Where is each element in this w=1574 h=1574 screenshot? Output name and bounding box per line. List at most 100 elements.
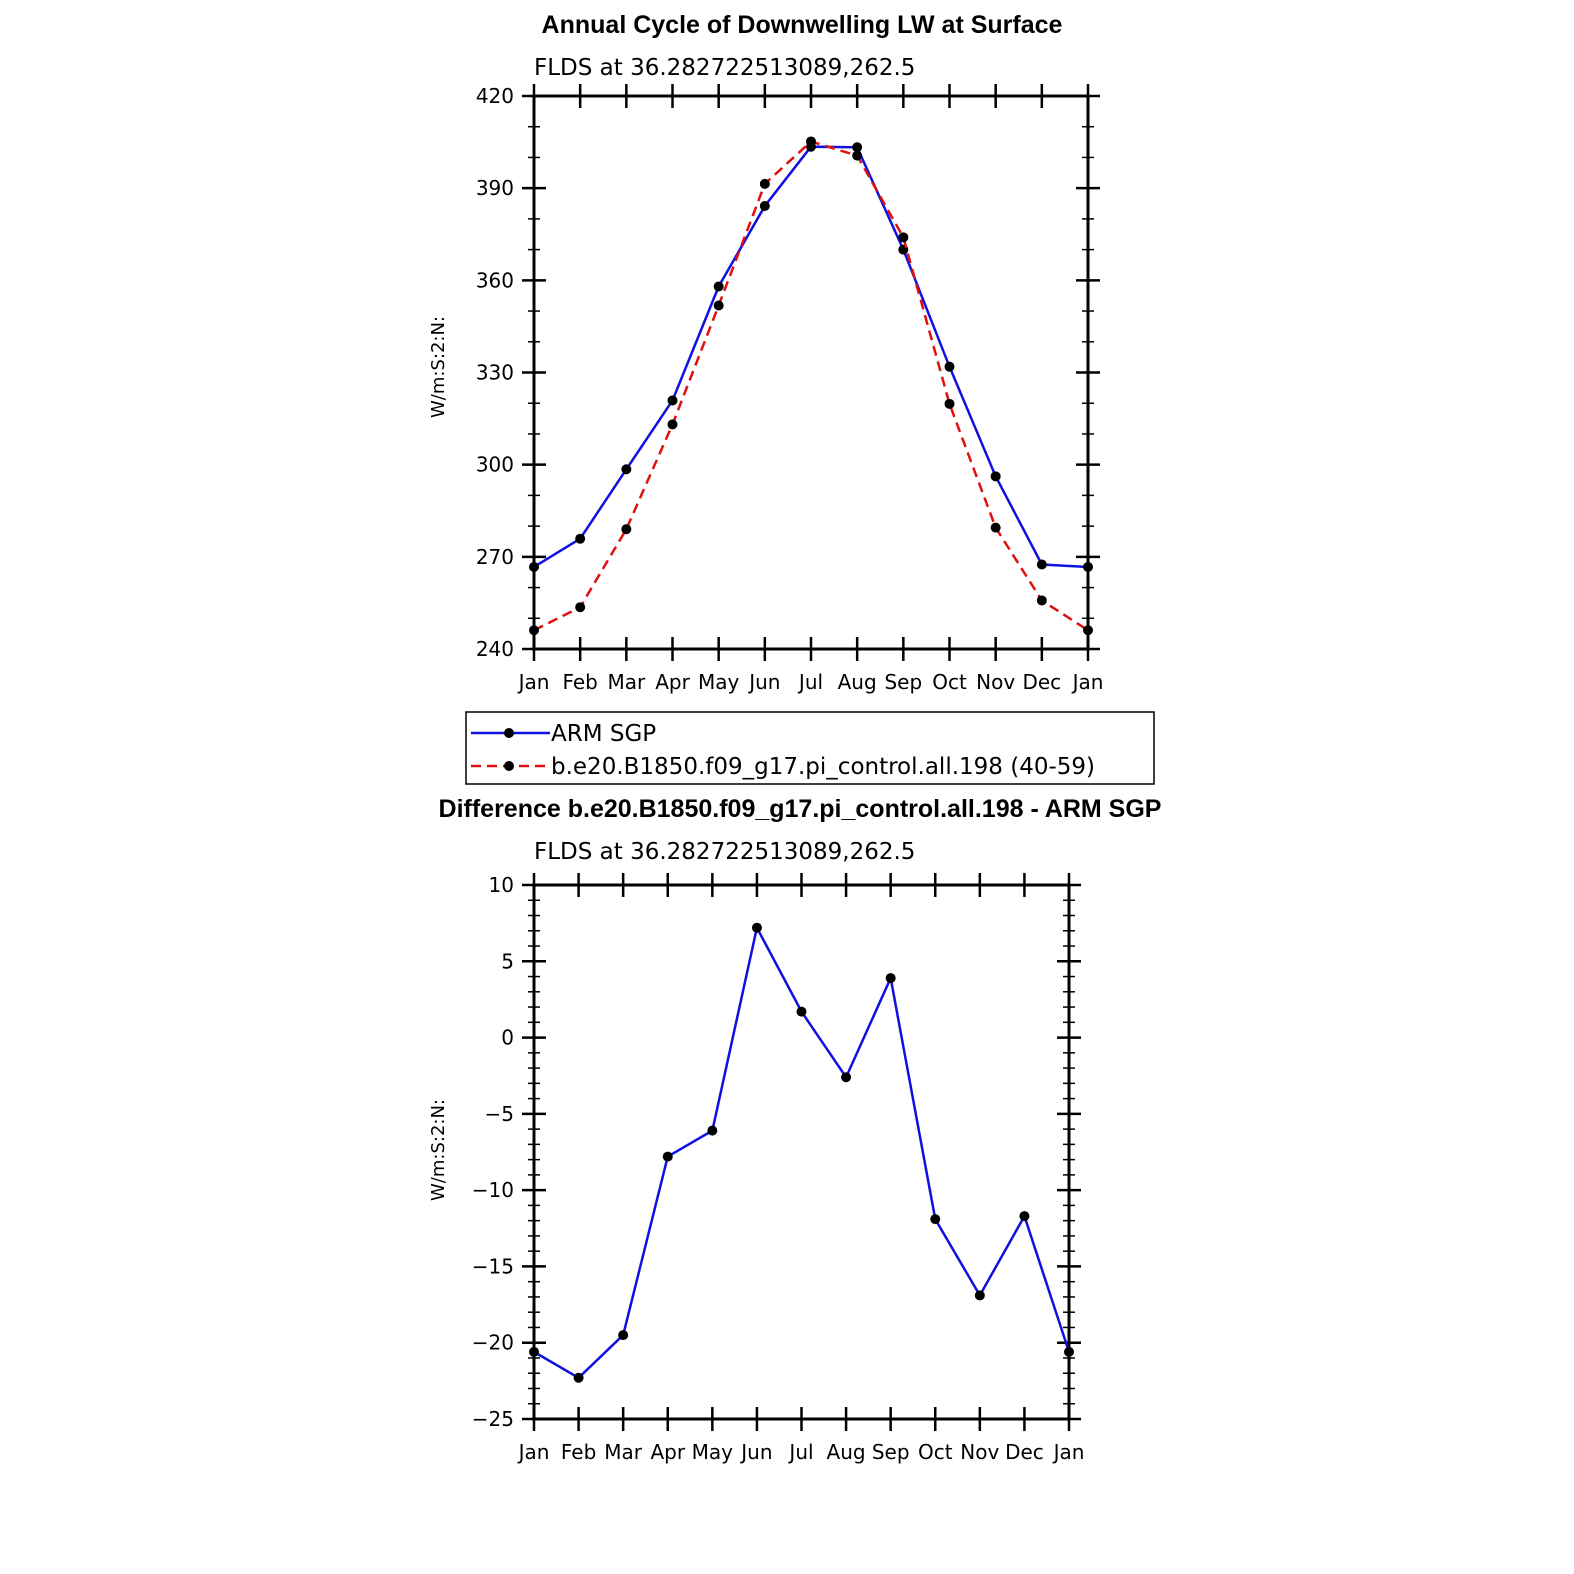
data-point [529,625,539,636]
y-tick-label: 390 [476,176,514,200]
chart1-ylabel: W/m:S:2:N: [428,316,449,418]
series-line-0 [533,145,1089,569]
series-line-0 [533,924,1071,1380]
legend-marker-arm-sgp [504,728,514,738]
y-tick-label: 270 [476,545,514,569]
legend-marker-model [504,761,514,771]
data-point [806,136,816,147]
data-point [575,602,586,613]
y-tick-label: 420 [476,84,514,108]
data-point [1036,595,1047,606]
series-line-1 [533,140,1089,632]
data-point [667,395,678,406]
data-point [713,300,724,311]
data-point [796,1006,807,1017]
data-point [1036,559,1047,570]
y-tick-label: −15 [472,1254,514,1278]
chart1-series [529,136,1093,636]
data-point [944,398,955,409]
data-point [885,973,896,984]
data-point [1083,561,1093,572]
chart1-axes: 240 270 300 330 360 390 420 Jan Feb Mar Apr May Jun J… [476,84,1104,694]
y-tick-label: 360 [476,268,514,292]
data-point [573,1372,584,1383]
data-point [1019,1211,1030,1222]
y-tick-label: −10 [472,1178,514,1202]
legend-label-model: b.e20.B1850.f09_g17.pi_control.all.198 (… [551,754,1095,780]
chart2-subtitle: FLDS at 36.282722513089,262.5 [534,839,915,865]
x-tick-label: Jul [797,670,823,694]
data-point [618,1330,629,1341]
y-tick-label: −25 [472,1407,514,1431]
data-point [1083,625,1093,636]
data-point [707,1125,718,1136]
x-tick-label: Jun [739,1440,772,1464]
x-tick-label: Feb [561,1440,596,1464]
x-tick-label: Jan [1071,670,1104,694]
chart1-subtitle: FLDS at 36.282722513089,262.5 [534,55,915,81]
data-point [713,281,724,292]
data-point [1064,1346,1074,1357]
x-tick-label: Aug [827,1440,866,1464]
data-point [852,150,863,161]
y-tick-label: 300 [476,453,514,477]
y-tick-label: −5 [485,1102,514,1126]
x-tick-label: Mar [607,670,646,694]
data-point [841,1072,852,1083]
x-tick-label: Jun [747,670,780,694]
chart1-title: Annual Cycle of Downwelling LW at Surfac… [542,11,1063,39]
chart2-series [529,922,1074,1383]
x-tick-label: Sep [872,1440,910,1464]
x-tick-label: May [692,1440,734,1464]
legend-label-arm-sgp: ARM SGP [551,721,656,747]
data-point [990,522,1001,533]
data-point [930,1214,941,1225]
chart2-title: Difference b.e20.B1850.f09_g17.pi_contro… [439,795,1162,823]
data-point [575,533,586,544]
chart1-legend: ARM SGP b.e20.B1850.f09_g17.pi_control.a… [465,711,1155,785]
x-tick-label: Sep [884,670,922,694]
x-tick-label: Dec [1005,1440,1044,1464]
data-point [529,1346,539,1357]
x-tick-label: Nov [976,670,1015,694]
data-point [759,178,770,189]
plot-frame [532,883,1071,1421]
y-tick-label: 10 [489,873,514,897]
data-point [621,464,632,475]
annual-cycle-chart: Annual Cycle of Downwelling LW at Surfac… [428,11,1155,785]
chart2-axes: −25 −20 −15 −10 −5 0 5 10 Jan Feb Mar Apr May Jun Jul A… [472,873,1085,1464]
x-tick-label: Apr [655,670,690,694]
x-tick-label: Jan [517,670,550,694]
x-tick-label: Jul [787,1440,813,1464]
data-point [944,361,955,372]
y-tick-label: 0 [501,1026,514,1050]
y-tick-label: 240 [476,637,514,661]
data-point [751,922,762,933]
x-tick-label: Mar [604,1440,643,1464]
data-point [667,419,678,430]
y-tick-label: 330 [476,361,514,385]
x-tick-label: Oct [918,1440,953,1464]
legend-box [465,711,1155,785]
x-tick-label: May [698,670,740,694]
data-point [529,561,539,572]
data-point [621,524,632,535]
plot-frame [532,94,1090,651]
x-tick-label: Dec [1022,670,1061,694]
data-point [898,232,909,243]
data-point [759,200,770,211]
data-point [662,1151,673,1162]
data-point [974,1290,985,1301]
y-tick-label: −20 [472,1331,514,1355]
data-point [852,142,863,153]
x-tick-label: Apr [650,1440,685,1464]
data-point [990,471,1001,482]
x-tick-label: Feb [562,670,597,694]
x-tick-label: Jan [1052,1440,1085,1464]
x-tick-label: Jan [517,1440,550,1464]
y-tick-label: 5 [501,949,514,973]
x-tick-label: Nov [960,1440,999,1464]
x-tick-label: Aug [838,670,877,694]
x-tick-label: Oct [932,670,967,694]
